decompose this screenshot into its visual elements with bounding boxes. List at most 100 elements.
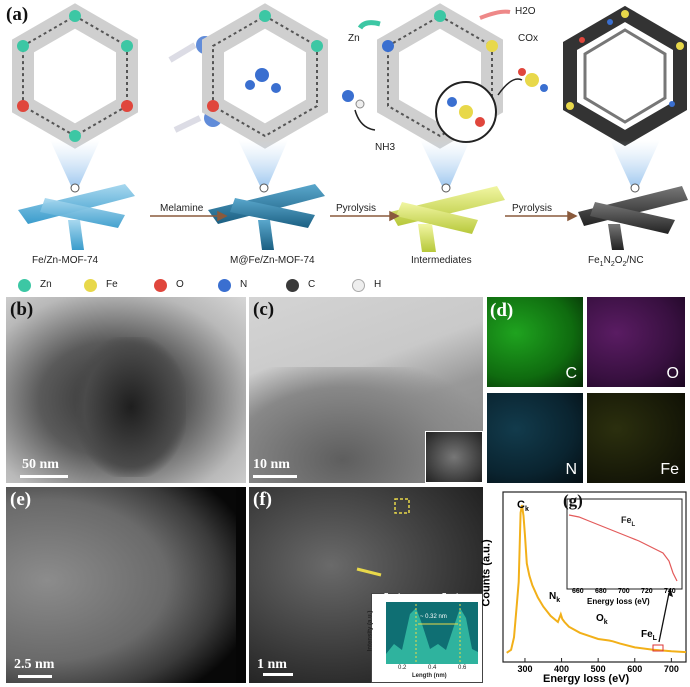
inset-xtick-2: 0.6	[458, 665, 467, 671]
eels-xtick-label: 400	[554, 664, 569, 674]
eels-inset-xtick-4: 740	[664, 588, 676, 595]
rod-fe1n2o2-nc	[578, 140, 688, 250]
inset-distance: ~ 0.32 nm	[420, 614, 447, 620]
species-zn: Zn	[348, 33, 360, 44]
panel-e-scalebar	[18, 675, 52, 678]
species-h2o: H2O	[515, 6, 536, 17]
eels-pointer-arrow	[658, 592, 670, 643]
panel-f-scale: 1 nm	[257, 657, 287, 672]
eds-map-fe: Fe	[587, 393, 685, 483]
stage-label-2: M@Fe/Zn-MOF-74	[230, 255, 315, 266]
inset-xtick-1: 0.4	[428, 665, 437, 671]
rod-fe-zn-mof74	[18, 140, 135, 250]
panel-c-scalebar	[253, 475, 297, 478]
panel-e-scale: 2.5 nm	[14, 657, 55, 672]
eels-inset-line	[568, 514, 678, 582]
mof-ring-2	[202, 3, 328, 149]
panel-c-inset	[425, 431, 483, 483]
step-melamine: Melamine	[160, 203, 204, 214]
eels-peak-ok: Ok	[596, 613, 608, 626]
eels-peak-ck: Ck	[517, 499, 529, 514]
eels-inset-xlabel: Energy loss (eV)	[587, 597, 650, 606]
atom-legend: Zn Fe O N C H	[18, 278, 418, 294]
species-cox: COx	[518, 33, 538, 44]
eels-inset-xtick-2: 700	[618, 588, 630, 595]
stage-label-4: Fe1N2O2/NC	[588, 255, 644, 268]
eds-map-o: O	[587, 297, 685, 387]
eds-label-n: N	[565, 461, 577, 478]
legend-n: N	[240, 279, 248, 290]
eels-peak-nk: Nk	[549, 591, 561, 604]
panel-f-haadf-image: (f) 1 nm Fe atom Fe atom ~ 0.32 nm 0.2 0…	[249, 487, 483, 683]
legend-dot-zn	[18, 279, 31, 292]
species-nh3: NH3	[375, 142, 396, 153]
inset-fe-atom-right: Fe atom	[442, 593, 469, 600]
panel-g-label: (g)	[563, 491, 583, 510]
panel-b-scalebar	[20, 475, 68, 478]
legend-h: H	[374, 279, 382, 290]
eds-label-c: C	[565, 365, 577, 382]
eels-peak-fel: FeL	[641, 629, 657, 642]
mof-ring-4	[563, 5, 687, 147]
legend-dot-fe	[84, 279, 97, 292]
eels-xtick-label: 500	[591, 664, 606, 674]
legend-c: C	[308, 279, 316, 290]
eels-ylabel: Counts (a.u.)	[480, 539, 493, 607]
panel-b-tem-image: (b) 50 nm	[6, 297, 246, 483]
eels-spectrum-chart: 300 400 500 600 700	[502, 491, 687, 674]
eels-plot-frame	[502, 491, 687, 663]
eels-inset-xtick-3: 720	[641, 588, 653, 595]
panel-b-scale: 50 nm	[22, 457, 59, 472]
panel-c-label: (c)	[253, 299, 275, 320]
panel-f-label: (f)	[253, 489, 272, 510]
eds-label-fe: Fe	[660, 461, 679, 478]
panel-g-eels: 300 400 500 600 700 (g) FeL 660 680 700 720 …	[481, 487, 690, 687]
process-arrows	[150, 210, 578, 222]
eels-fe-box	[652, 644, 664, 652]
step-pyrolysis-1: Pyrolysis	[336, 203, 377, 214]
panel-f-scalebar	[263, 673, 293, 676]
eels-xtick-label: 600	[627, 664, 642, 674]
inset-xlabel: Length (nm)	[412, 673, 447, 679]
eels-inset-peak: FeL	[621, 515, 636, 528]
stage-label-1: Fe/Zn-MOF-74	[32, 255, 99, 266]
panel-d-label: (d)	[490, 300, 514, 321]
legend-zn: Zn	[40, 279, 52, 290]
panel-c-scale: 10 nm	[253, 457, 290, 472]
panel-f-markers	[356, 498, 410, 577]
panel-c-hrtem-image: (c) 10 nm	[249, 297, 483, 483]
panel-e-haadf-image: (e) 2.5 nm	[6, 487, 246, 683]
legend-dot-o	[154, 279, 167, 292]
inset-ylabel: Intensity (a.u.)	[367, 610, 374, 652]
step-pyrolysis-2: Pyrolysis	[512, 203, 553, 214]
panel-e-label: (e)	[10, 489, 32, 510]
rod-m-fe-zn-mof74	[208, 140, 325, 250]
rod-intermediates	[390, 140, 505, 252]
eds-map-n: N	[487, 393, 583, 483]
panel-f-inset-profile: Fe atom Fe atom ~ 0.32 nm 0.2 0.4 0.6 Le…	[367, 593, 483, 683]
legend-dot-h	[352, 279, 365, 292]
legend-o: O	[176, 279, 184, 290]
eels-inset-xtick-1: 680	[595, 588, 607, 595]
legend-fe: Fe	[106, 279, 118, 290]
legend-dot-n	[218, 279, 231, 292]
stage-label-3: Intermediates	[411, 255, 472, 266]
inset-fe-atom-left: Fe atom	[384, 593, 411, 600]
eels-xlabel: Energy loss (eV)	[543, 673, 630, 685]
eels-inset-frame	[566, 498, 683, 590]
mof-structure-figure	[12, 3, 687, 149]
eels-xtick-label: 700	[664, 664, 679, 674]
rods-figure	[18, 140, 688, 252]
inset-profile-chart	[386, 602, 478, 664]
inset-xtick-0: 0.2	[398, 665, 407, 671]
eels-series-line	[506, 504, 687, 654]
panel-d-eds-maps: C O N Fe (d)	[487, 297, 685, 483]
legend-dot-c	[286, 279, 299, 292]
eds-map-c: C	[487, 297, 583, 387]
mof-ring-3	[342, 3, 548, 149]
panel-b-label: (b)	[10, 299, 34, 320]
panel-a-label: (a)	[6, 4, 29, 25]
eels-xtick-label: 300	[517, 664, 532, 674]
eels-inset-xtick-0: 660	[572, 588, 584, 595]
eds-label-o: O	[666, 365, 679, 382]
